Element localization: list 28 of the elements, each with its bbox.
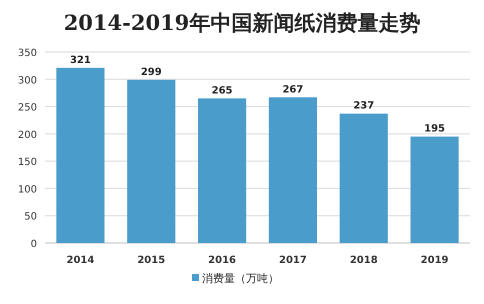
data-label: 237 — [353, 100, 374, 112]
chart-title: 2014-2019年中国新闻纸消费量走势 — [64, 10, 420, 35]
bar — [410, 136, 459, 243]
x-tick-label: 2014 — [66, 255, 94, 266]
data-label: 265 — [212, 85, 233, 96]
bar — [268, 97, 317, 243]
data-label: 195 — [424, 124, 446, 135]
bar — [340, 114, 388, 243]
x-tick-label: 2018 — [350, 255, 378, 266]
y-tick-label: 0 — [30, 239, 37, 250]
legend-label: 消费量（万吨） — [202, 272, 279, 285]
y-tick-label: 50 — [24, 212, 37, 223]
x-tick-label: 2016 — [208, 255, 236, 266]
data-label: 299 — [140, 66, 162, 78]
data-label: 321 — [70, 54, 91, 66]
y-tick-label: 250 — [18, 102, 37, 114]
bar — [127, 80, 176, 243]
data-label: 267 — [282, 84, 304, 96]
y-tick-label: 300 — [18, 75, 37, 86]
bar — [198, 98, 246, 243]
y-tick-label: 150 — [18, 157, 37, 168]
y-tick-label: 350 — [18, 48, 37, 59]
y-tick-label: 200 — [18, 130, 37, 141]
y-tick-label: 100 — [18, 184, 37, 196]
bar — [56, 68, 104, 243]
x-tick-label: 2017 — [278, 255, 307, 266]
x-tick-label: 2019 — [420, 255, 449, 266]
x-tick-label: 2015 — [137, 255, 166, 266]
